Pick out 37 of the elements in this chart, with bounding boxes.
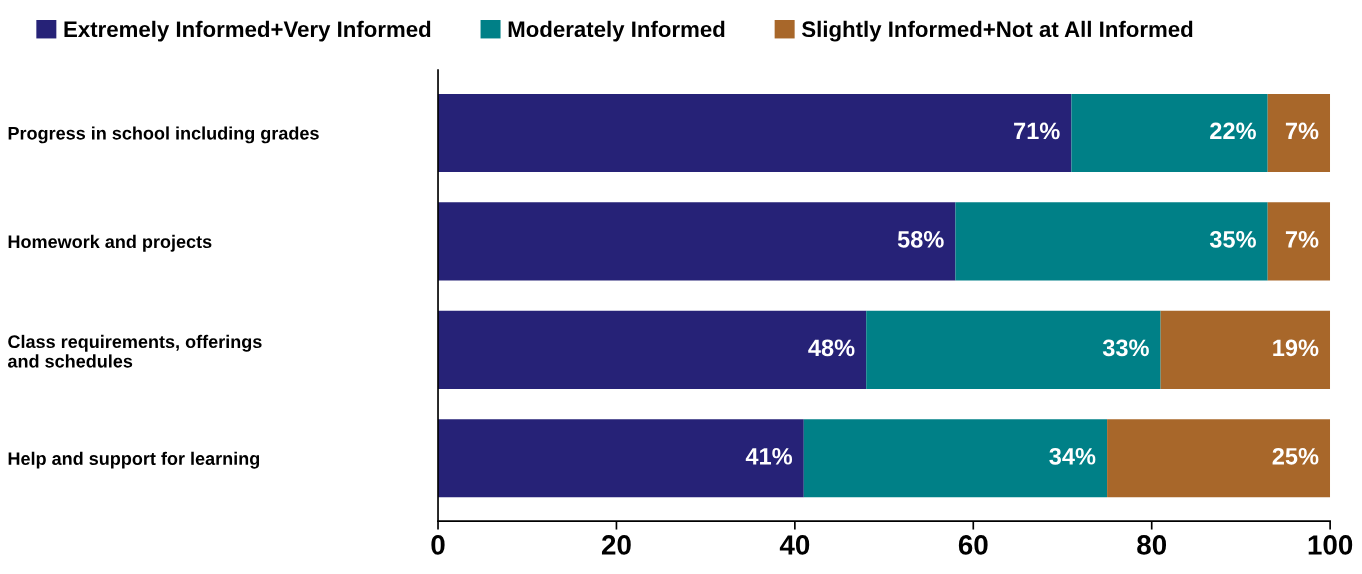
y-tick-label: Class requirements, offerings and schedules <box>7 334 262 368</box>
y-tick-label: Help and support for learning <box>8 451 260 469</box>
x-tick-label: 40 <box>779 535 810 555</box>
x-tick-label: 20 <box>601 535 631 555</box>
y-tick-label: Homework and projects <box>8 234 212 252</box>
data-label: 22% <box>1210 122 1256 140</box>
legend-label: Extremely Informed+Very Informed <box>64 20 431 42</box>
data-label: 19% <box>1273 339 1319 357</box>
bar <box>803 419 1108 498</box>
bar <box>1267 93 1331 172</box>
data-label: 48% <box>808 339 855 357</box>
data-label: 33% <box>1102 339 1149 357</box>
bar <box>438 310 867 389</box>
bar <box>438 93 1072 172</box>
data-label: 35% <box>1209 231 1256 248</box>
data-label: 71% <box>1014 122 1060 140</box>
bar <box>438 202 956 281</box>
data-label: 25% <box>1272 447 1319 465</box>
bar <box>438 419 804 498</box>
data-label: 34% <box>1049 447 1096 465</box>
bar <box>1160 310 1331 389</box>
data-label: 7% <box>1285 231 1319 248</box>
bar <box>955 202 1268 281</box>
legend-label: Moderately Informed <box>508 20 725 42</box>
data-label: 58% <box>897 231 944 248</box>
bar <box>1071 93 1268 172</box>
data-label: 7% <box>1285 122 1319 140</box>
bar <box>1267 202 1331 281</box>
data-label: 41% <box>745 447 793 465</box>
bar <box>866 310 1161 389</box>
x-tick-label: 0 <box>431 535 445 555</box>
x-tick-label: 100 <box>1308 535 1353 555</box>
x-tick-label: 60 <box>958 535 988 555</box>
legend-label: Slightly Informed+Not at All Informed <box>801 20 1193 42</box>
bar <box>1107 419 1331 498</box>
y-tick-label: Progress in school including grades <box>8 126 319 144</box>
x-tick-label: 80 <box>1137 535 1167 555</box>
